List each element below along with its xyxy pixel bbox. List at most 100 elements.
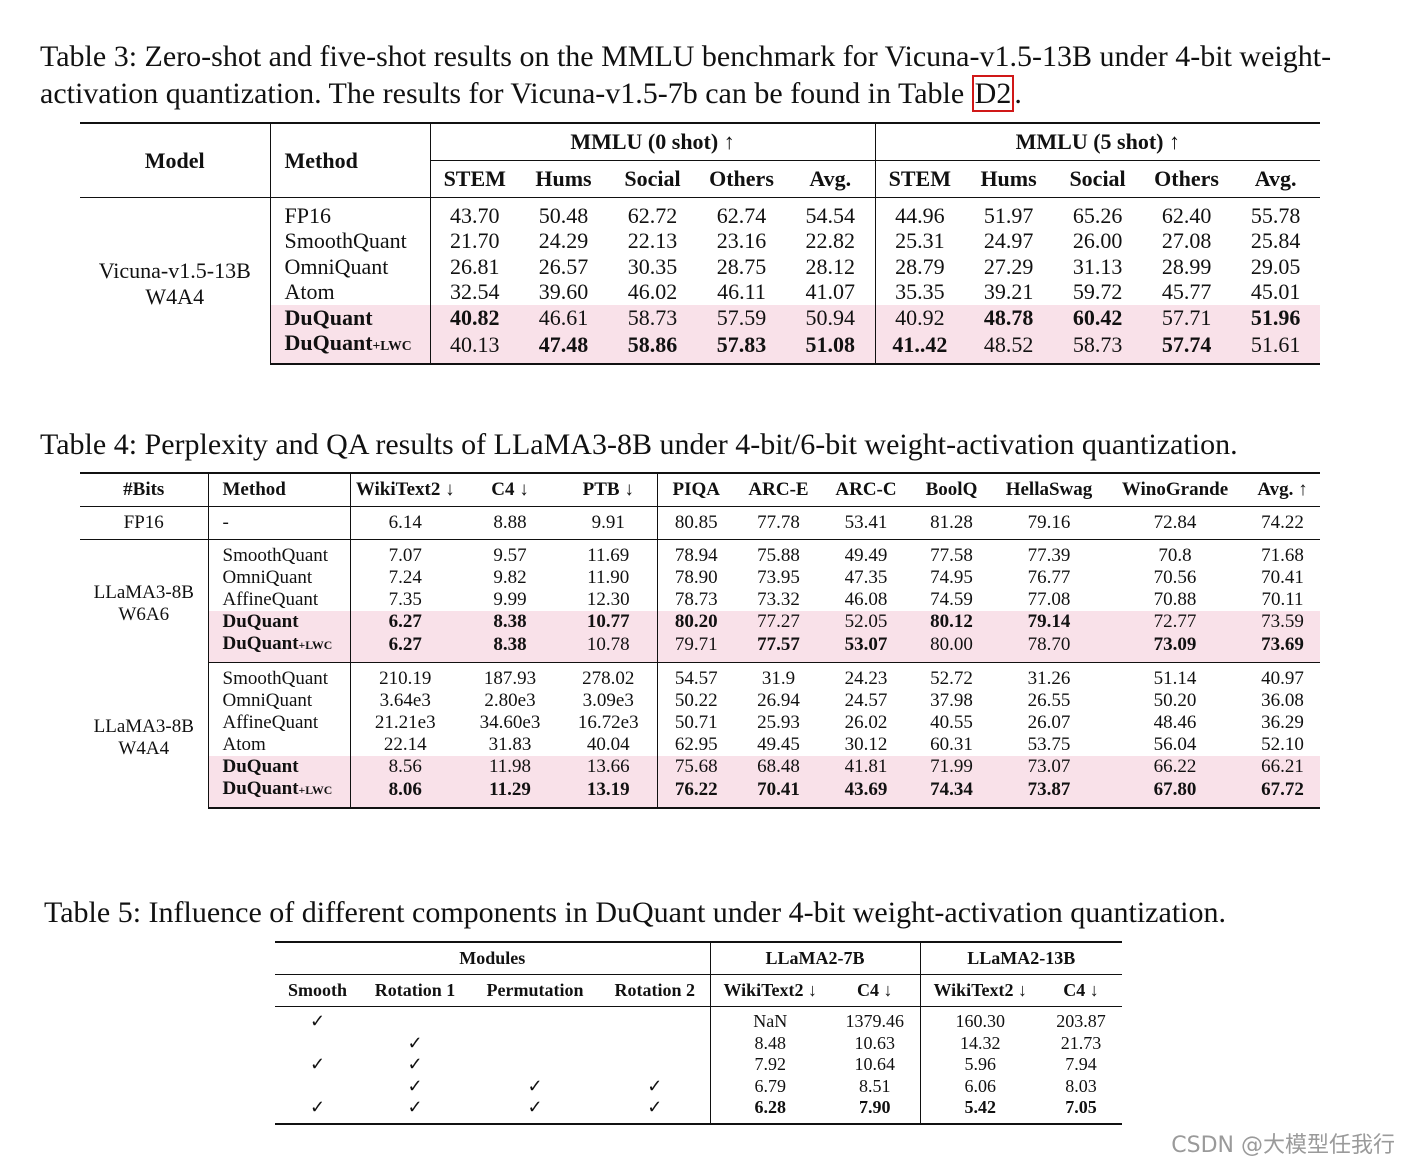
header-cell: Rotation 1 <box>360 974 470 1007</box>
cell: 278.02 <box>582 668 635 689</box>
cell: ✓ <box>407 1032 423 1053</box>
cell: 5.42 <box>919 1097 1041 1125</box>
cell: 14.32 <box>919 1032 1041 1054</box>
header-cell: Avg. <box>786 160 876 198</box>
method-cell: FP16 <box>269 197 430 229</box>
cell: 70.8 <box>1158 545 1192 566</box>
method: SmoothQuant <box>222 545 329 566</box>
cell: 54.57 <box>656 662 735 690</box>
cell: 76.22 <box>656 778 735 809</box>
cell: 53.07 <box>822 633 910 663</box>
cell: 26.81 <box>429 253 519 280</box>
cell: 73.59 <box>1245 611 1320 633</box>
cell: 66.22 <box>1105 756 1245 778</box>
cell <box>600 1033 710 1055</box>
cell: 187.93 <box>483 668 537 689</box>
method-suffix: +LWC <box>298 784 333 797</box>
cell: 70.56 <box>1153 567 1197 588</box>
cell: 57.83 <box>697 330 786 366</box>
cell: 27.08 <box>1161 228 1212 254</box>
cell: 77.39 <box>1027 545 1071 566</box>
cell: 12.30 <box>586 589 630 610</box>
row: AffineQuant 7.35 9.99 12.30 78.73 73.32 46.08 7… <box>80 589 1320 611</box>
cell: 203.87 <box>1056 1011 1106 1031</box>
label-line: LLaMA3-8B <box>93 581 194 603</box>
cell: 25.84 <box>1250 228 1301 254</box>
cell: 31.13 <box>1072 253 1123 279</box>
row: DuQuant 40.82 46.61 58.73 57.59 50.94 40.92 48.… <box>80 304 1321 331</box>
cell: 48.52 <box>964 330 1054 366</box>
watermark: CSDN @大模型任我行 <box>1171 1133 1395 1158</box>
cell: 9.57 <box>493 545 527 566</box>
header-cell: ARC-E <box>735 472 822 507</box>
cell: 60.31 <box>930 734 973 755</box>
cell: 77.27 <box>735 611 822 633</box>
cell: 39.60 <box>538 279 589 305</box>
label-line: W6A6 <box>118 603 170 625</box>
cell: 70.41 <box>735 778 822 809</box>
cell: 21.73 <box>1060 1032 1102 1053</box>
table-link[interactable]: D2 <box>971 75 1015 112</box>
header-group: MMLU (5 shot) ↑ <box>874 122 1321 161</box>
caption: Table 3: Zero-shot and five-shot results… <box>40 38 1380 112</box>
cell: 62.95 <box>656 734 735 756</box>
method-cell: DuQuant+LWC <box>207 778 350 809</box>
method-suffix: +LWC <box>298 639 333 652</box>
row: OmniQuant 3.64e3 2.80e3 3.09e3 50.22 26.94 24.… <box>80 690 1320 712</box>
cell: 75.68 <box>656 756 735 778</box>
cell: 16.72e3 <box>577 712 639 733</box>
cell: ✓ <box>360 1097 470 1125</box>
method: DuQuant <box>222 633 299 654</box>
header-cell: PIQA <box>656 472 735 507</box>
cell: 160.30 <box>919 1006 1041 1033</box>
cell: 58.86 <box>608 330 697 366</box>
cell: NaN <box>709 1006 831 1033</box>
method-cell: Atom <box>207 734 350 756</box>
cell: 53.41 <box>822 506 910 540</box>
cell: 79.16 <box>993 506 1105 540</box>
cell: 71.68 <box>1261 545 1304 566</box>
row: DuQuant 8.56 11.98 13.66 75.68 68.48 41.81 71.9… <box>80 756 1320 778</box>
label-line: W4A4 <box>145 283 205 309</box>
group-label: LLaMA3-8B W6A6 <box>80 540 208 663</box>
row: ✓ ✓ 7.92 10.64 5.96 7.94 <box>275 1054 1122 1076</box>
cell: 57.74 <box>1142 330 1232 366</box>
cell: 41..42 <box>874 330 965 366</box>
cell: 51.97 <box>983 203 1034 228</box>
cell <box>600 1054 710 1076</box>
cell: 77.08 <box>1027 589 1071 610</box>
method-cell: OmniQuant <box>207 690 350 712</box>
cell: 5.96 <box>919 1054 1041 1076</box>
cell: 6.14 <box>349 506 460 540</box>
cell: 210.19 <box>349 662 460 690</box>
method: DuQuant <box>284 304 373 330</box>
cell: 62.40 <box>1161 203 1212 228</box>
method-cell: DuQuant+LWC <box>269 330 430 366</box>
cell: 52.05 <box>822 611 910 633</box>
cell: 66.21 <box>1245 756 1320 778</box>
cell: 77.58 <box>930 545 973 566</box>
cell: 80.20 <box>656 611 735 633</box>
row: OmniQuant 7.24 9.82 11.90 78.90 73.95 47.35 74.… <box>80 567 1320 589</box>
cell: 59.72 <box>1072 279 1123 305</box>
cell: 31.26 <box>1027 668 1071 689</box>
method-cell: AffineQuant <box>207 712 350 734</box>
cell: 46.02 <box>627 279 678 305</box>
cell: 50.48 <box>538 203 589 228</box>
cell: 80.00 <box>910 633 993 663</box>
cell: ✓ <box>309 1011 326 1031</box>
header-cell: Permutation <box>470 974 600 1007</box>
header-cell: Social <box>608 160 697 198</box>
cell: 44.96 <box>874 197 965 229</box>
cell: 9.99 <box>493 589 527 610</box>
header-cell: Others <box>697 160 786 198</box>
cell: 40.92 <box>874 304 965 331</box>
cell: 13.66 <box>560 756 657 778</box>
header-cell: Rotation 2 <box>600 974 711 1007</box>
method: FP16 <box>284 203 331 228</box>
cell: 41.07 <box>805 279 856 305</box>
method: DuQuant <box>284 330 373 356</box>
cell: 70.41 <box>1261 567 1304 588</box>
cell: 28.99 <box>1161 253 1212 279</box>
cell: ✓ <box>407 1054 423 1074</box>
